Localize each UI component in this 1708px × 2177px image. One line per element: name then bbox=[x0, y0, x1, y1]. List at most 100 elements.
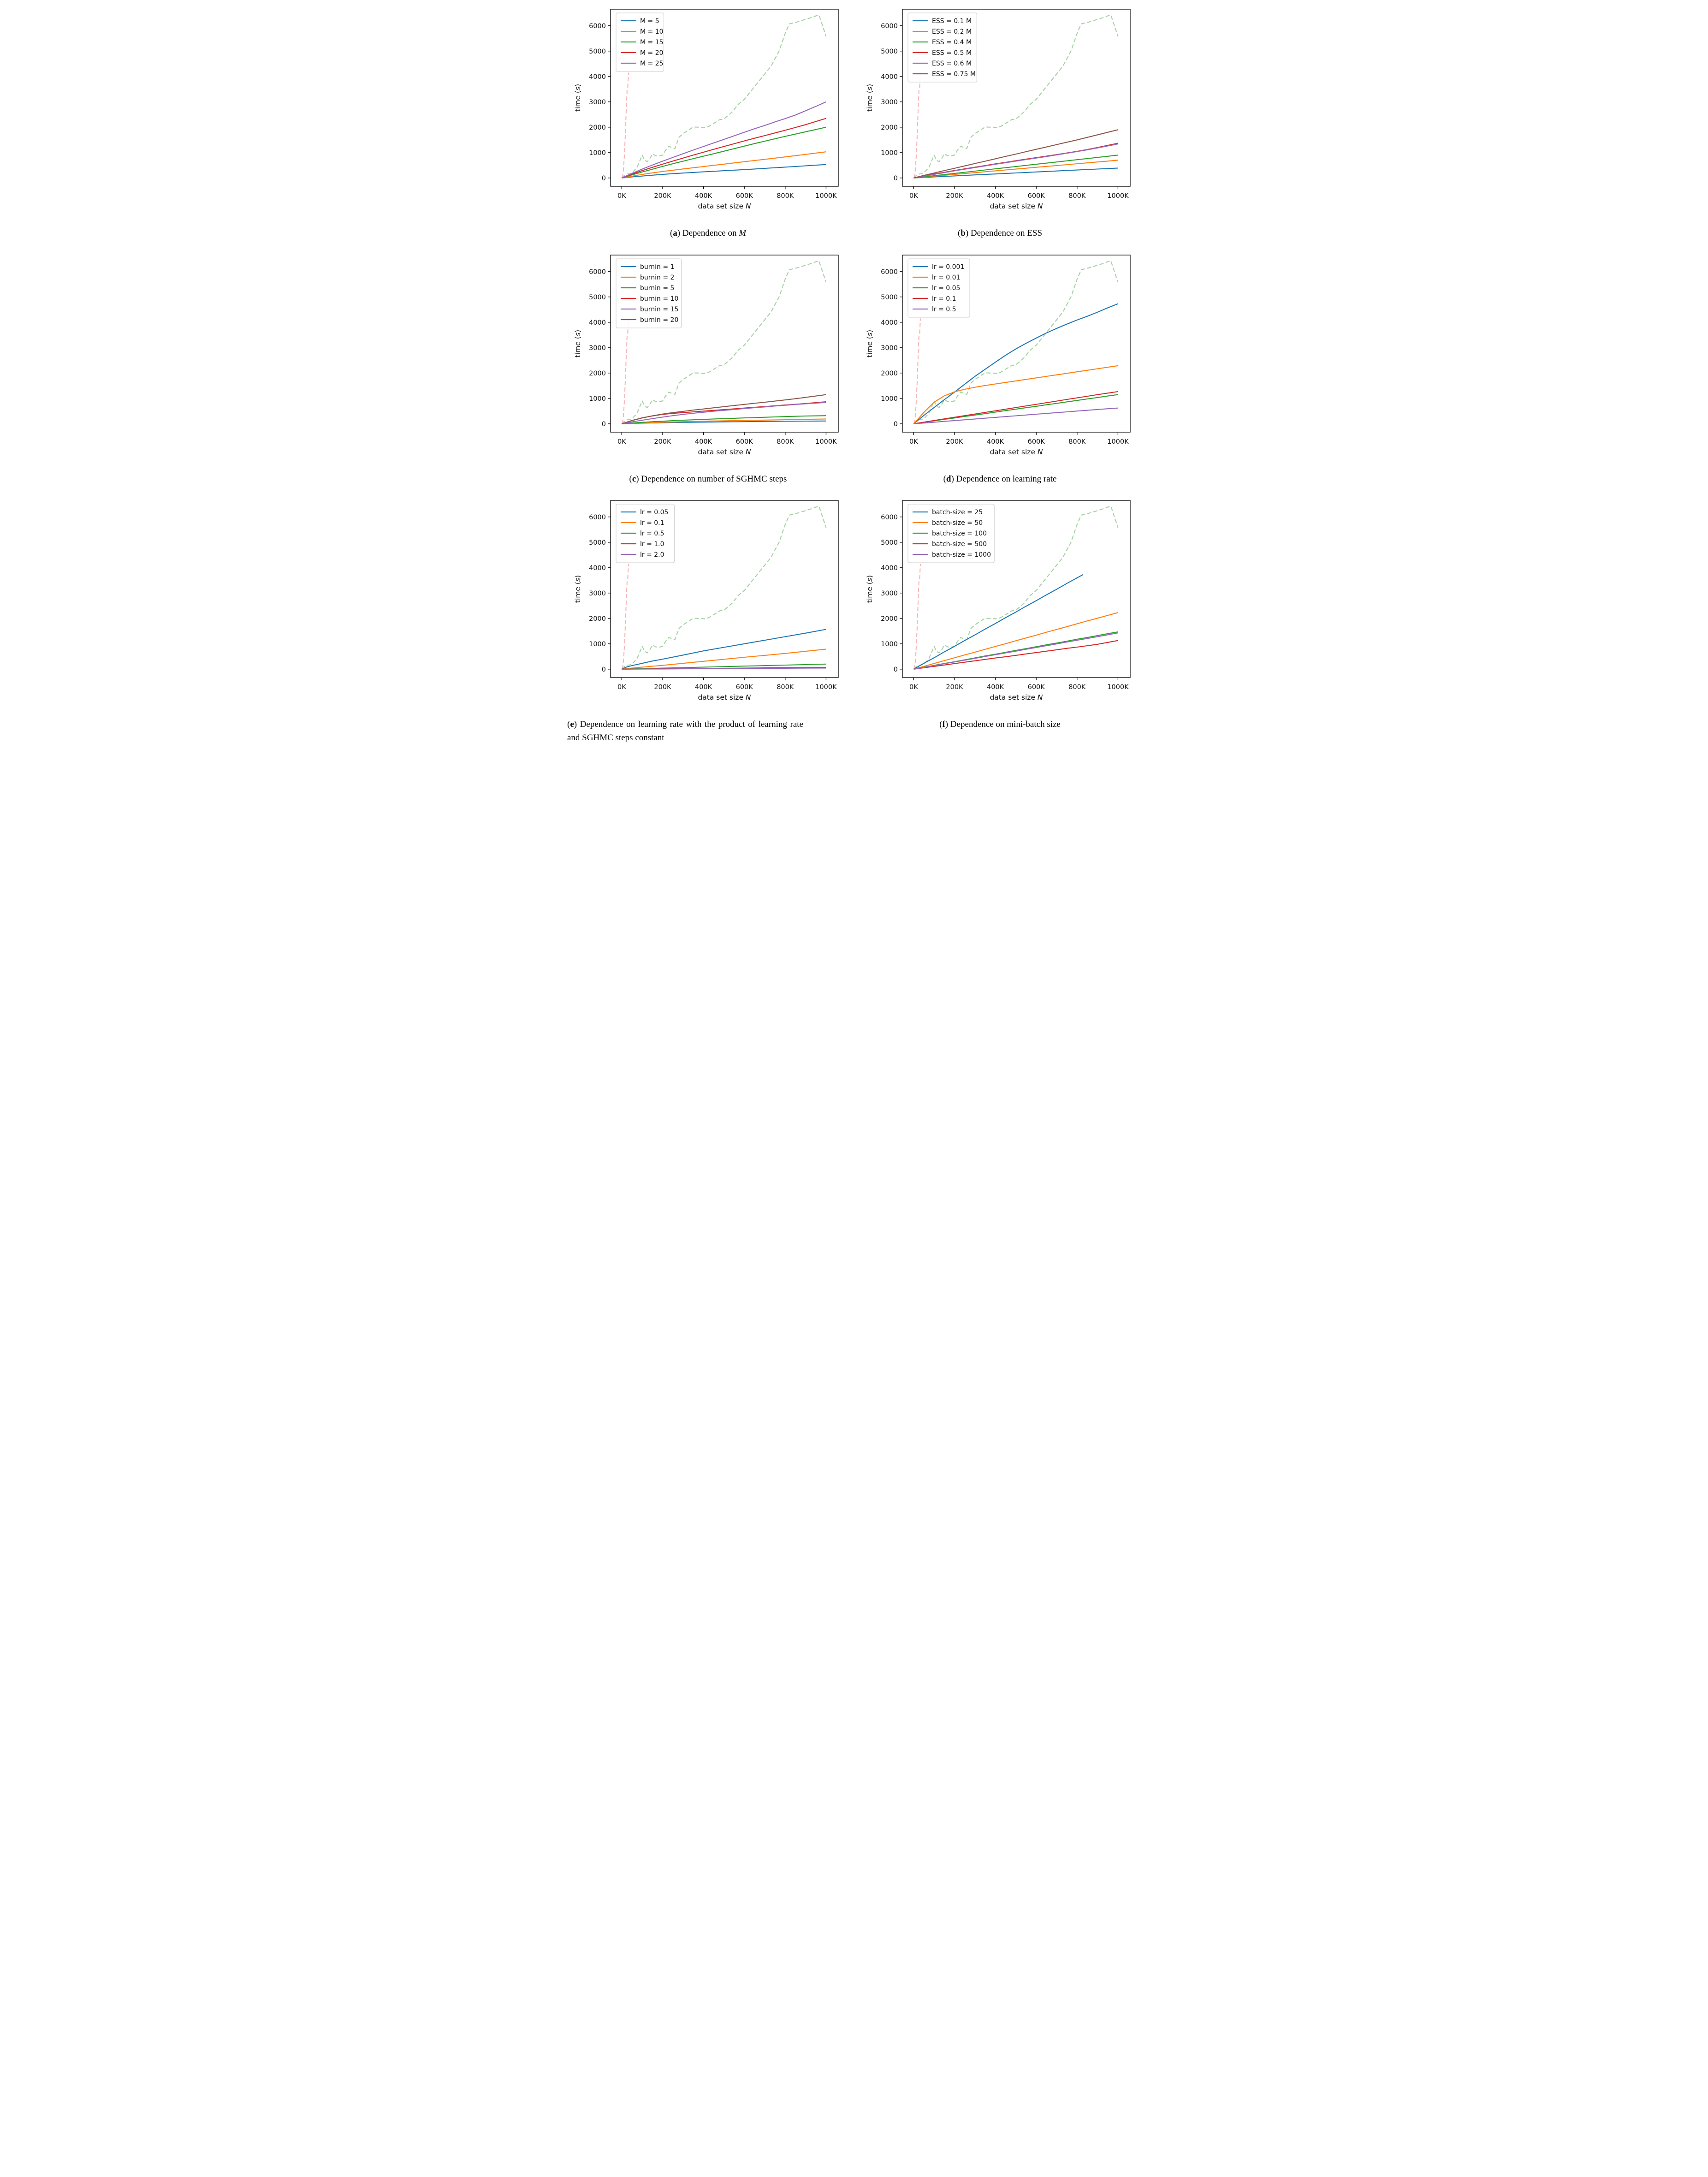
y-tick-label: 2000 bbox=[881, 369, 898, 377]
y-tick-label: 4000 bbox=[881, 565, 898, 572]
green-dashed-reference bbox=[913, 260, 1118, 424]
x-tick-label: 1000K bbox=[1107, 684, 1129, 691]
y-tick-label: 1000 bbox=[881, 395, 898, 402]
x-axis-label: data set size N bbox=[990, 693, 1043, 702]
x-tick-label: 400K bbox=[694, 192, 712, 200]
panel-b: 0K 200K 400K 600K 800K 1000K 0 1000 2000 3000 4000… bbox=[858, 3, 1142, 240]
x-tick-label: 800K bbox=[1068, 192, 1086, 200]
series-ess-0.75-m bbox=[913, 129, 1118, 178]
series-lr-0.001 bbox=[913, 303, 1118, 424]
chart-f: 0K 200K 400K 600K 800K 1000K 0 1000 2000 3000 4000… bbox=[866, 500, 1131, 702]
x-axis-label: data set size N bbox=[698, 693, 751, 702]
legend: batch-size = 25 batch-size = 50 batch-size… bbox=[907, 504, 995, 563]
x-tick-label: 0K bbox=[617, 684, 626, 691]
legend-label: lr = 0.01 bbox=[932, 274, 960, 281]
series-burnin-5 bbox=[621, 415, 826, 424]
legend-label: lr = 0.5 bbox=[932, 306, 956, 313]
y-tick-label: 6000 bbox=[589, 268, 606, 275]
series-burnin-20 bbox=[621, 394, 826, 424]
y-tick-label: 0 bbox=[893, 666, 897, 673]
x-tick-label: 400K bbox=[694, 438, 712, 446]
caption-text: ) bbox=[574, 720, 580, 729]
legend-label: lr = 2.0 bbox=[640, 551, 664, 559]
legend-label: batch-size = 500 bbox=[932, 541, 987, 548]
x-tick-label: 400K bbox=[986, 192, 1004, 200]
legend: lr = 0.05 lr = 0.1 lr = 0.5 lr = 1.0 lr = 2.… bbox=[616, 504, 675, 563]
caption-text: Dependence on learning rate bbox=[956, 474, 1057, 484]
caption-text: ( bbox=[957, 228, 961, 238]
x-tick-label: 800K bbox=[777, 438, 794, 446]
y-tick-label: 6000 bbox=[589, 514, 606, 521]
x-tick-label: 0K bbox=[617, 438, 626, 446]
legend-label: burnin = 10 bbox=[640, 295, 678, 303]
pink-dashed-reference bbox=[622, 72, 629, 178]
legend-label: M = 5 bbox=[640, 18, 659, 25]
x-tick-label: 800K bbox=[777, 684, 794, 691]
y-tick-label: 6000 bbox=[881, 23, 898, 30]
legend-label: burnin = 5 bbox=[640, 285, 674, 292]
x-tick-label: 0K bbox=[909, 684, 918, 691]
series-batch-size-50 bbox=[913, 612, 1118, 670]
x-tick-label: 200K bbox=[654, 684, 671, 691]
caption-text: Dependence on number of SGHMC steps bbox=[641, 474, 787, 484]
y-tick-label: 5000 bbox=[881, 48, 898, 55]
pink-dashed-reference bbox=[913, 318, 921, 424]
series-m-25 bbox=[621, 101, 826, 178]
legend-label: M = 20 bbox=[640, 49, 664, 57]
panel-c: 0K 200K 400K 600K 800K 1000K 0 1000 2000 3000 4000… bbox=[566, 249, 850, 486]
axes: 0K 200K 400K 600K 800K 1000K 0 1000 2000 3000 4000… bbox=[881, 500, 1131, 691]
series-lr-0.5 bbox=[913, 407, 1118, 424]
y-axis-label: time (s) bbox=[574, 329, 582, 357]
legend-label: ESS = 0.2 M bbox=[932, 28, 972, 36]
legend-label: M = 10 bbox=[640, 28, 664, 36]
legend-box bbox=[616, 258, 682, 328]
series-m-10 bbox=[621, 151, 826, 178]
caption-text: Dependence on bbox=[682, 228, 739, 238]
x-tick-label: 200K bbox=[654, 192, 671, 200]
y-tick-label: 5000 bbox=[589, 539, 606, 547]
x-tick-label: 200K bbox=[946, 684, 963, 691]
y-tick-label: 0 bbox=[601, 666, 605, 673]
y-tick-label: 6000 bbox=[881, 268, 898, 275]
series-m-15 bbox=[621, 126, 826, 178]
y-tick-label: 3000 bbox=[881, 590, 898, 597]
caption-f: (f) Dependence on mini-batch size bbox=[939, 718, 1061, 732]
legend: lr = 0.001 lr = 0.01 lr = 0.05 lr = 0.1 lr =… bbox=[907, 258, 970, 317]
legend-box bbox=[616, 12, 664, 72]
x-tick-label: 200K bbox=[946, 192, 963, 200]
caption-letter: f bbox=[942, 720, 945, 729]
y-tick-label: 4000 bbox=[589, 565, 606, 572]
y-tick-label: 1000 bbox=[589, 395, 606, 402]
green-dashed-reference bbox=[621, 14, 826, 178]
x-tick-label: 600K bbox=[1027, 438, 1045, 446]
series-m-5 bbox=[621, 164, 826, 178]
caption-text: Dependence on ESS bbox=[970, 228, 1043, 238]
y-tick-label: 2000 bbox=[881, 124, 898, 131]
caption-e: (e) Dependence on learning rate with the… bbox=[567, 718, 803, 744]
legend-label: lr = 0.05 bbox=[640, 509, 668, 516]
legend-label: burnin = 15 bbox=[640, 306, 678, 313]
series-m-20 bbox=[621, 118, 826, 178]
legend-label: ESS = 0.75 M bbox=[932, 71, 976, 78]
legend: ESS = 0.1 M ESS = 0.2 M ESS = 0.4 M ESS = 0… bbox=[907, 12, 977, 83]
y-axis-label: time (s) bbox=[866, 84, 874, 112]
legend-label: M = 15 bbox=[640, 39, 664, 46]
panel-e: 0K 200K 400K 600K 800K 1000K 0 1000 2000 3000 4000… bbox=[566, 494, 850, 744]
y-tick-label: 4000 bbox=[881, 319, 898, 326]
axes: 0K 200K 400K 600K 800K 1000K 0 1000 2000 3000 4000… bbox=[881, 254, 1131, 446]
green-dashed-reference bbox=[913, 14, 1118, 178]
y-tick-label: 0 bbox=[893, 420, 897, 428]
legend-label: burnin = 20 bbox=[640, 316, 678, 324]
y-tick-label: 3000 bbox=[589, 344, 606, 351]
axes: 0K 200K 400K 600K 800K 1000K 0 1000 2000 3000 4000… bbox=[589, 500, 839, 691]
legend-label: ESS = 0.1 M bbox=[932, 18, 972, 25]
caption-c: (c) Dependence on number of SGHMC steps bbox=[629, 473, 787, 486]
y-tick-label: 0 bbox=[893, 175, 897, 182]
series-ess-0.1-m bbox=[913, 167, 1118, 178]
series-batch-size-1000 bbox=[913, 632, 1118, 670]
y-tick-label: 1000 bbox=[881, 641, 898, 648]
x-tick-label: 600K bbox=[735, 684, 753, 691]
y-tick-label: 1000 bbox=[589, 641, 606, 648]
panel-a: 0K 200K 400K 600K 800K 1000K 0 1000 2000 3000 4000… bbox=[566, 3, 850, 240]
x-tick-label: 1000K bbox=[815, 684, 837, 691]
